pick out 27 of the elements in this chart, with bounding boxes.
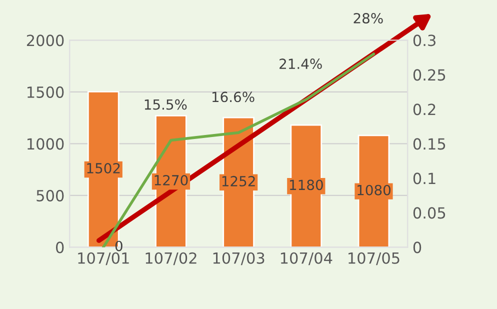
data-label: 1080	[358, 184, 390, 196]
y2-tick-label: 0.05	[413, 207, 446, 219]
x-tick-label: 107/01	[78, 252, 129, 266]
data-label: 16.6%	[212, 92, 254, 102]
y2-tick-label: 0.3	[413, 34, 436, 46]
y2-tick-label: 0.25	[413, 69, 446, 81]
y2-tick-label: 0.2	[413, 104, 436, 116]
y-tick-label: 500	[36, 190, 64, 202]
x-tick-label: 107/04	[280, 252, 332, 266]
data-label: 1502	[87, 162, 120, 174]
data-label: 1180	[290, 180, 323, 190]
y-tick-label: 1500	[28, 86, 64, 98]
data-label: 0	[115, 240, 122, 252]
data-label: 1252	[222, 176, 255, 186]
y2-tick-label: 0.15	[413, 138, 446, 150]
data-label: 15.5%	[144, 99, 187, 110]
data-label: 1270	[154, 174, 188, 186]
data-label: 21.4%	[280, 58, 322, 70]
y-tick-label: 2000	[26, 34, 64, 46]
y-tick-label: 1000	[28, 138, 64, 150]
x-tick-label: 107/05	[348, 252, 400, 266]
y-tick-label: 0	[56, 242, 64, 254]
x-tick-label: 107/03	[213, 252, 264, 266]
x-tick-label: 107/02	[146, 252, 196, 266]
y2-tick-label: 0.1	[413, 172, 436, 184]
y2-tick-label: 0	[413, 242, 422, 254]
data-label: 28%	[354, 13, 383, 24]
